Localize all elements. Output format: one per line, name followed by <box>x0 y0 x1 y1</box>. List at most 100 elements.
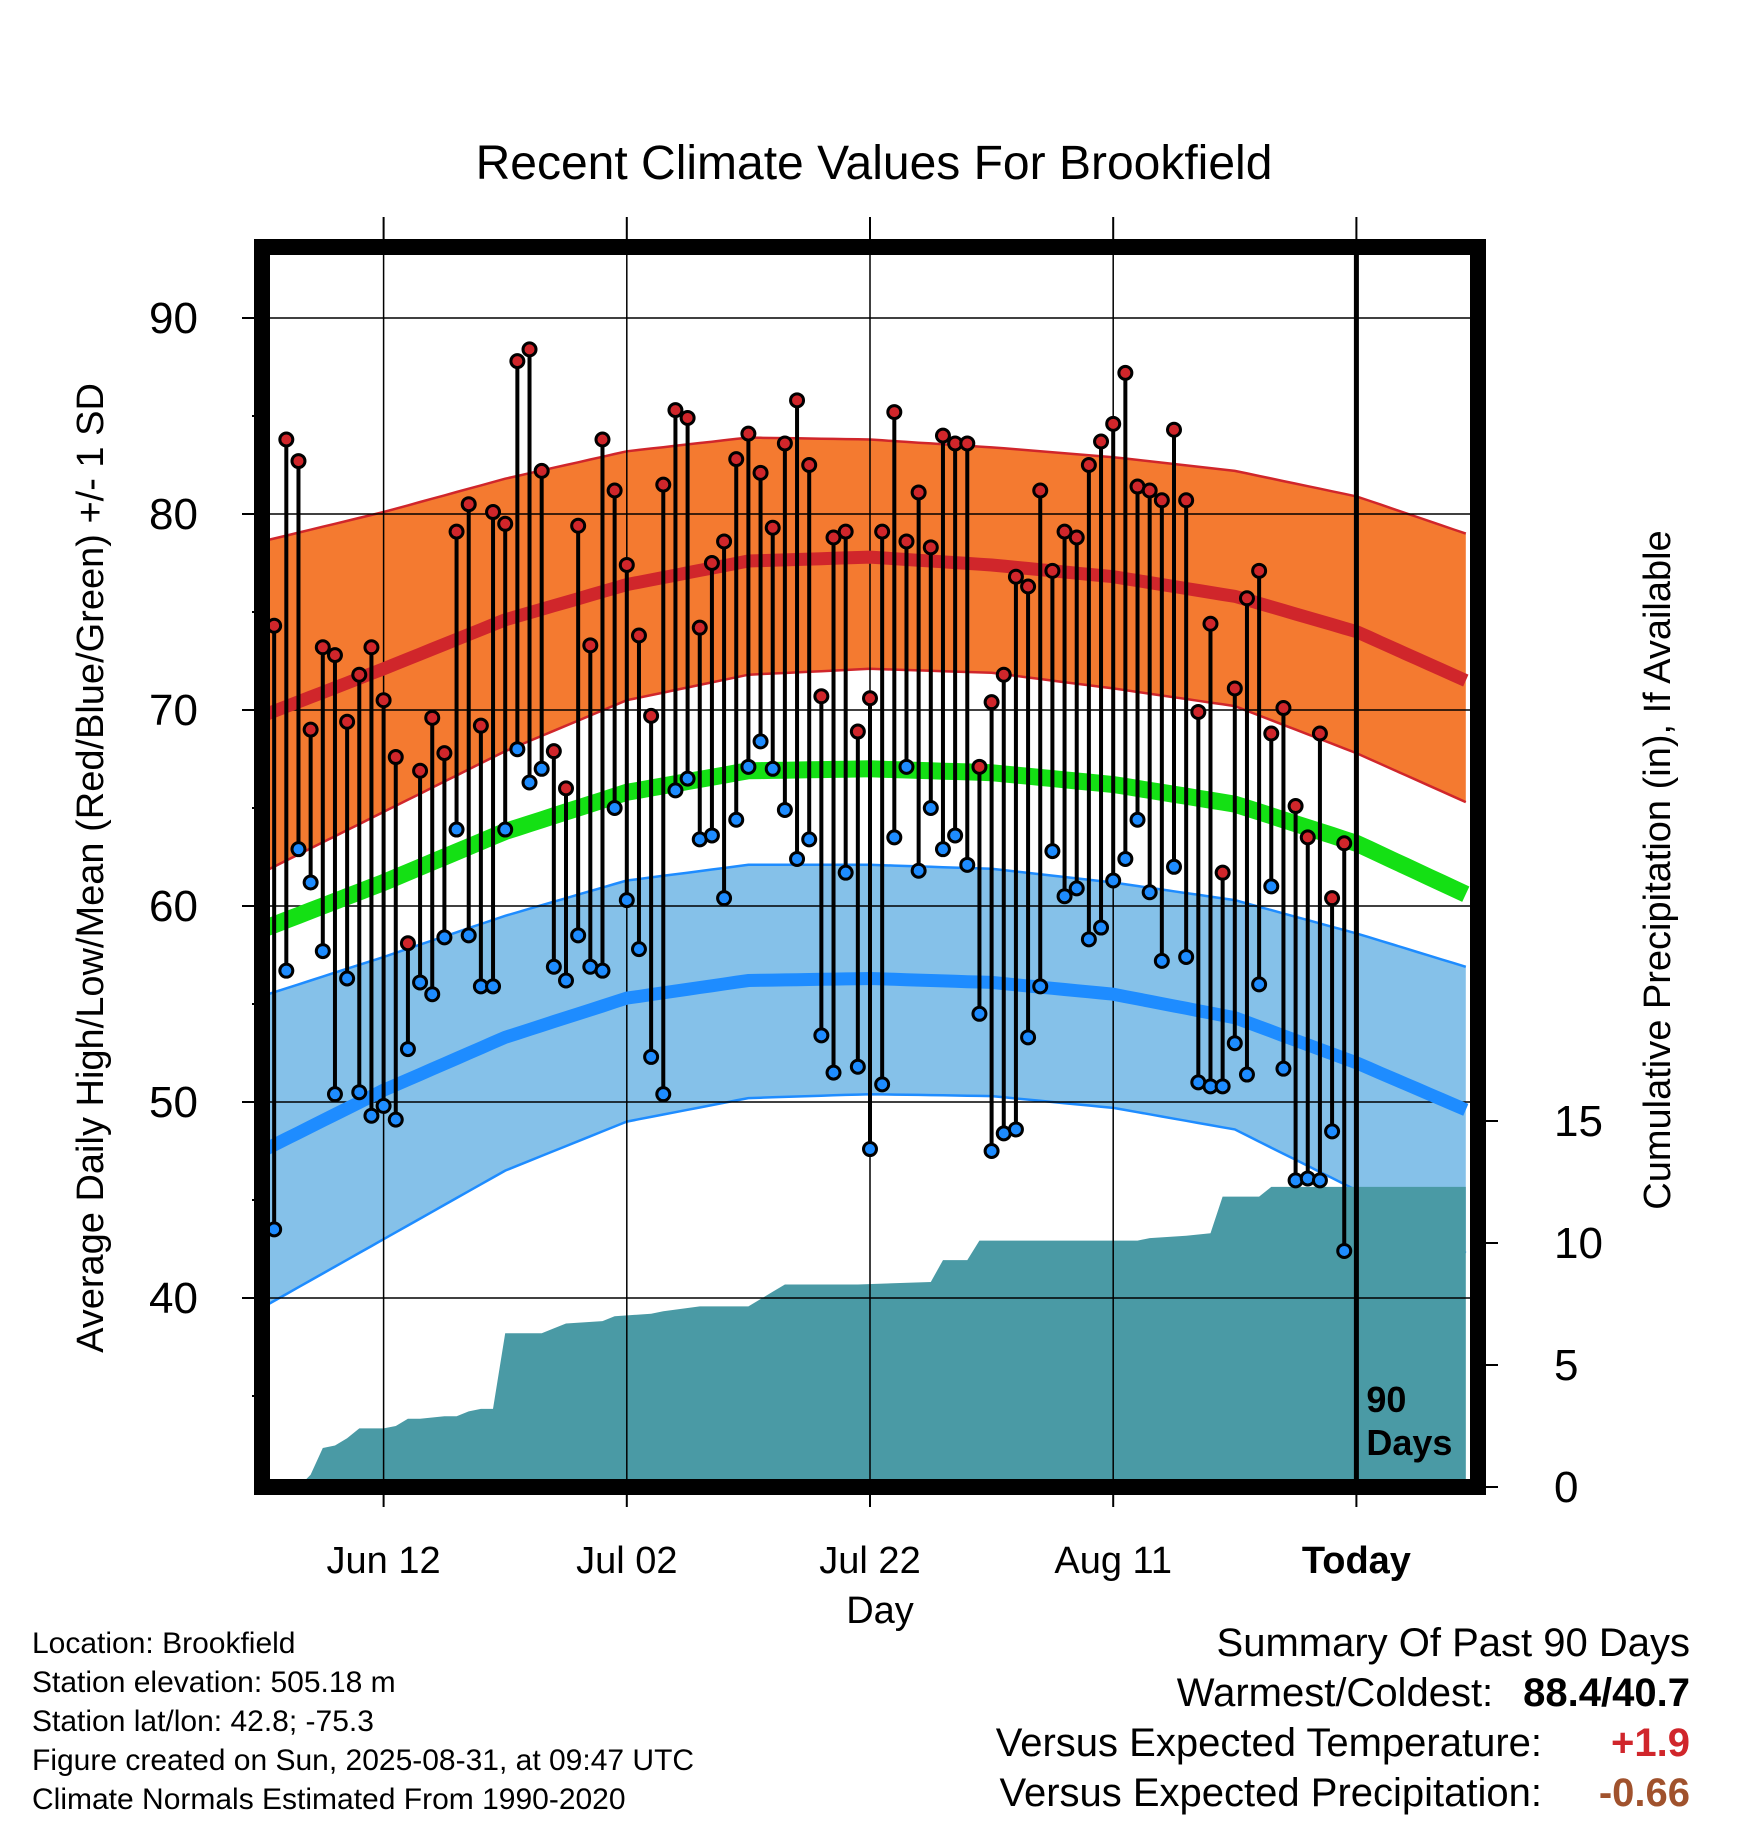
warm-cold-value: 88.4/40.7 <box>1523 1671 1690 1715</box>
obs-high-point <box>995 666 1012 683</box>
obs-low-point <box>1056 888 1073 905</box>
obs-high-point <box>910 484 927 501</box>
obs-low-point <box>424 986 441 1003</box>
axis-ticks: 40 50 60 70 80 90 0 5 10 15 Jun 12 Jul 02 Jul 22 Aug … <box>149 217 1603 1582</box>
obs-high-point <box>934 427 951 444</box>
obs-low-point <box>813 1027 830 1044</box>
obs-low-point <box>326 1086 343 1103</box>
obs-low-point <box>1178 948 1195 965</box>
obs-high-point <box>1275 700 1292 717</box>
obs-high-point <box>740 425 757 442</box>
obs-low-point <box>752 733 769 750</box>
obs-high-point <box>1166 421 1182 438</box>
elevation-text: Station elevation: 505.18 m <box>32 1666 396 1699</box>
obs-low-point <box>1275 1060 1292 1077</box>
obs-low-point <box>485 978 502 995</box>
obs-high-point <box>776 435 793 452</box>
obs-high-point <box>1080 457 1097 473</box>
obs-low-point <box>278 962 295 979</box>
obs-high-point <box>387 749 404 766</box>
obs-high-point <box>1263 725 1280 742</box>
obs-high-point <box>1238 590 1255 607</box>
precip-label: Versus Expected Precipitation: <box>999 1771 1542 1815</box>
obs-high-point <box>813 688 830 705</box>
obs-high-point <box>412 762 429 779</box>
x-tick-label: Jul 22 <box>819 1540 920 1582</box>
obs-high-point <box>752 464 769 481</box>
warm-cold-label: Warmest/Coldest: <box>1176 1671 1494 1715</box>
precipitation-area <box>262 1186 1466 1487</box>
y-left-tick-label: 60 <box>149 882 198 931</box>
obs-low-point <box>436 929 453 946</box>
obs-low-point <box>1336 1242 1353 1259</box>
obs-high-point <box>983 694 1000 711</box>
obs-high-point <box>1336 835 1353 852</box>
obs-low-point <box>849 1058 866 1075</box>
obs-high-point <box>849 723 866 740</box>
obs-high-point <box>314 639 331 656</box>
obs-low-point <box>558 972 574 989</box>
obs-low-point <box>1251 976 1268 993</box>
obs-low-point <box>1068 880 1085 897</box>
normal-lines <box>258 550 1470 1157</box>
obs-high-point <box>898 533 915 550</box>
obs-low-point <box>1238 1066 1255 1083</box>
obs-high-point <box>959 435 976 452</box>
station-info: Location: Brookfield Station elevation: … <box>32 1624 694 1819</box>
obs-low-point <box>1117 850 1134 867</box>
obs-low-point <box>1263 878 1280 895</box>
obs-high-point <box>448 523 465 540</box>
obs-high-point <box>290 453 307 470</box>
obs-high-point <box>837 523 854 540</box>
obs-low-point <box>1226 1035 1243 1052</box>
obs-high-point <box>1153 492 1170 509</box>
obs-low-point <box>509 741 526 758</box>
obs-high-point <box>1032 482 1049 499</box>
obs-high-point <box>302 721 319 738</box>
obs-low-point <box>448 821 465 838</box>
obs-low-point <box>302 874 319 891</box>
high-sd-band <box>262 437 1466 873</box>
obs-low-point <box>655 1086 672 1103</box>
obs-high-point <box>825 529 842 546</box>
location-text: Location: Brookfield <box>32 1627 296 1660</box>
obs-low-point <box>1007 1121 1024 1138</box>
y-axis-right-label: Cumulative Precipitation (in), If Availa… <box>1637 530 1679 1210</box>
obs-low-point <box>351 1084 368 1101</box>
obs-high-point <box>351 666 368 683</box>
obs-high-point <box>1287 798 1304 815</box>
low-lower-edge <box>261 1092 1467 1309</box>
obs-low-point <box>630 941 647 958</box>
obs-high-point <box>886 404 903 421</box>
chart-title: Recent Climate Values For Brookfield <box>475 137 1273 190</box>
precip-area <box>262 1186 1466 1487</box>
obs-low-point <box>399 1041 416 1058</box>
temp-label: Versus Expected Temperature: <box>995 1721 1542 1765</box>
obs-low-point <box>1093 919 1110 936</box>
obs-high-point <box>789 392 806 409</box>
obs-high-point <box>1178 492 1195 509</box>
obs-high-point <box>643 707 660 724</box>
x-tick-label: Today <box>1302 1540 1411 1582</box>
obs-high-point <box>703 555 720 571</box>
obs-high-point <box>375 692 392 709</box>
obs-high-point <box>1020 578 1037 595</box>
obs-high-point <box>278 431 295 448</box>
obs-low-point <box>740 758 757 775</box>
obs-low-point <box>533 760 550 777</box>
latlon-text: Station lat/lon: 42.8; -75.3 <box>32 1705 374 1738</box>
obs-low-point <box>570 927 587 944</box>
obs-low-point <box>934 841 951 858</box>
obs-low-point <box>1044 843 1061 860</box>
obs-high-point <box>326 647 343 664</box>
obs-low-point <box>910 862 927 879</box>
obs-high-point <box>545 743 562 760</box>
temp-value: +1.9 <box>1611 1721 1690 1765</box>
x-tick-label: Jul 02 <box>576 1540 677 1582</box>
y-left-tick-label: 90 <box>149 294 198 343</box>
y-left-tick-label: 70 <box>149 686 198 735</box>
obs-high-point <box>424 709 441 726</box>
obs-high-point <box>1324 890 1341 907</box>
obs-high-point <box>436 745 453 762</box>
obs-high-point <box>594 431 611 448</box>
